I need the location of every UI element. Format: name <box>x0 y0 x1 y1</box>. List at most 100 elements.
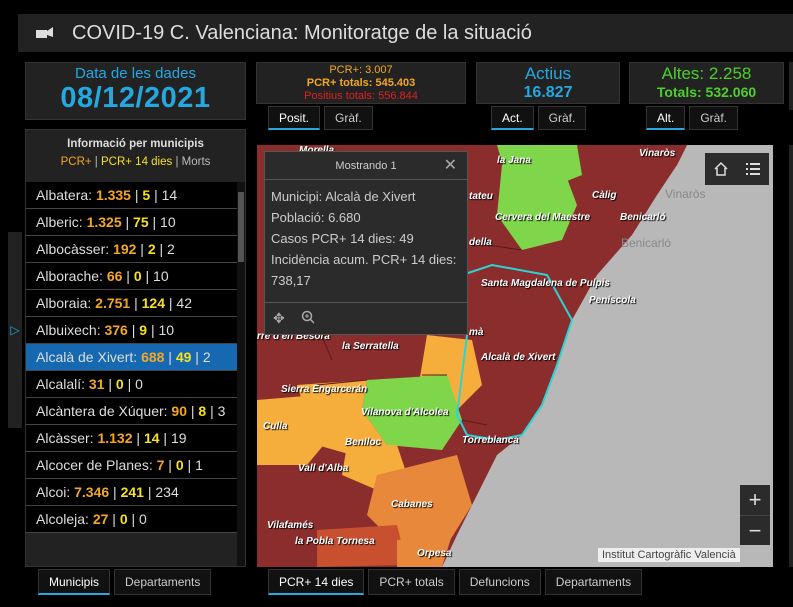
map-label-peniscola: Peníscola <box>589 295 636 306</box>
pcr-value: 2.751 <box>95 295 131 311</box>
tab-defuncions[interactable]: Defuncions <box>458 569 541 595</box>
pcr-14-value: 241 <box>120 484 144 500</box>
app-title: COVID-19 C. Valenciana: Monitoratge de l… <box>72 21 532 44</box>
list-item[interactable]: Alboraia: 2.751 | 124 | 42 <box>26 290 238 317</box>
municipality-list[interactable]: Albatera: 1.335 | 5 | 14 Alberic: 1.325 |… <box>26 182 238 533</box>
pcr-14-value: 0 <box>175 457 184 473</box>
deaths-value: 10 <box>160 214 176 230</box>
map-label-cervera: Cervera del Maestre <box>495 212 591 223</box>
tab-act[interactable]: Act. <box>491 106 534 130</box>
deaths-value: 14 <box>161 187 178 203</box>
map-label-sierra-engarceran: Sierra Engarcerán <box>281 384 368 395</box>
tab-departaments-left[interactable]: Departaments <box>114 569 212 595</box>
list-item[interactable]: Alcalà de Xivert: 688 | 49 | 2 <box>26 344 238 371</box>
popup-body: Municipi: Alcalà de Xivert Població: 6.6… <box>265 180 467 297</box>
pcr-14-value: 5 <box>142 187 151 203</box>
list-item[interactable]: Alcoi: 7.346 | 241 | 234 <box>26 479 238 506</box>
deaths-value: 234 <box>155 484 179 500</box>
municipality-name: Alcàntera de Xúquer: <box>36 403 168 419</box>
map-attribution: Institut Cartogràfic Valencià <box>598 548 740 562</box>
pcr-value: 27 <box>92 511 109 527</box>
tab-pcr-graf[interactable]: Gràf. <box>324 106 373 130</box>
pcr-14-value: 124 <box>141 295 165 311</box>
pcr-tabs: Posit. Gràf. <box>268 106 377 130</box>
municipality-name: Alborache: <box>36 268 103 284</box>
layer-list-button[interactable] <box>737 153 769 185</box>
tab-alt[interactable]: Alt. <box>646 106 686 130</box>
date-label: Data de les dades <box>75 65 196 82</box>
pcr-value: 7.346 <box>74 484 110 500</box>
scrollbar-thumb[interactable] <box>238 192 244 262</box>
map-label-serratella: la Serratella <box>342 341 399 352</box>
right-edge-panel <box>789 145 793 567</box>
popup-title: Mostrando 1 <box>335 160 397 172</box>
list-item[interactable]: Albatera: 1.335 | 5 | 14 <box>26 182 238 209</box>
tab-actius-graf[interactable]: Gràf. <box>537 106 587 130</box>
minus-icon: − <box>748 517 762 543</box>
list-item[interactable]: Albuixech: 376 | 9 | 10 <box>26 317 238 344</box>
map-label-alcala: Alcalà de Xivert <box>481 352 556 363</box>
close-icon[interactable]: ✕ <box>443 157 457 174</box>
home-button[interactable] <box>705 153 737 185</box>
zoom-in-button[interactable]: + <box>740 485 770 515</box>
deaths-value: 0 <box>135 376 143 392</box>
actius-panel: Actius 16.827 <box>476 62 620 104</box>
list-item[interactable]: Alcàntera de Xúquer: 90 | 8 | 3 <box>26 398 238 425</box>
map-label-partial-4: rre d'en Besora <box>257 331 330 342</box>
tab-departaments-map[interactable]: Departaments <box>544 569 643 595</box>
list-icon <box>746 163 760 175</box>
map-label-partial-2: della <box>469 237 492 248</box>
pcr-value: 1.335 <box>95 187 131 203</box>
tab-altes-graf[interactable]: Gràf. <box>689 106 739 130</box>
pcr-value: 90 <box>171 403 187 419</box>
pcr-14-value: 0 <box>119 511 128 527</box>
map-label-partial-1: tateu <box>469 191 493 202</box>
right-edge-panel <box>789 62 793 110</box>
municipality-name: Albuixech: <box>36 322 101 338</box>
map-label-culla: Culla <box>263 421 288 432</box>
deaths-value: 10 <box>153 268 169 284</box>
popup-header: Mostrando 1 ✕ <box>265 152 467 180</box>
list-item[interactable]: Alberic: 1.325 | 75 | 10 <box>26 209 238 236</box>
map-label-partial-3: mà <box>469 327 484 338</box>
list-item[interactable]: Alborache: 66 | 0 | 10 <box>26 263 238 290</box>
pcr-14-value: 2 <box>147 241 156 257</box>
pan-icon[interactable]: ✥ <box>273 310 285 326</box>
pcr-value: 66 <box>106 268 123 284</box>
list-item[interactable]: Alcàsser: 1.132 | 14 | 19 <box>26 425 238 452</box>
map-label-benicarlo: Benicarló <box>620 212 666 223</box>
list-item[interactable]: Alcalalí: 31 | 0 | 0 <box>26 371 238 398</box>
altes-label: Altes: 2.258 <box>661 64 752 83</box>
list-item[interactable]: Albocàsser: 192 | 2 | 2 <box>26 236 238 263</box>
pcr-14-value: 49 <box>175 349 192 365</box>
map-label-pobla-tornesa: la Pobla Tornesa <box>295 536 375 547</box>
zoom-out-button[interactable]: − <box>740 515 770 545</box>
municipality-panel: Informació per municipis PCR+ | PCR+ 14 … <box>25 129 246 567</box>
tab-pcr-totals[interactable]: PCR+ totals <box>368 569 455 595</box>
municipality-name: Alcoleja: <box>36 511 89 527</box>
map-basemap-label-vinaros: Vinaròs <box>665 187 706 201</box>
side-panel-toggle[interactable]: ▷ <box>8 232 22 428</box>
municipality-name: Albocàsser: <box>36 241 110 257</box>
list-scrollbar[interactable] <box>237 182 245 566</box>
feature-popup: Mostrando 1 ✕ Municipi: Alcalà de Xivert… <box>264 151 468 335</box>
list-item[interactable]: Alcocer de Planes: 7 | 0 | 1 <box>26 452 238 479</box>
list-item[interactable]: Alcoleja: 27 | 0 | 0 <box>26 506 238 533</box>
map-label-morella: Morella <box>299 145 334 156</box>
tab-posit[interactable]: Posit. <box>268 106 321 130</box>
date-value: 08/12/2021 <box>60 82 211 114</box>
magnifier-icon[interactable] <box>301 310 315 327</box>
tab-pcr-14[interactable]: PCR+ 14 dies <box>268 569 365 595</box>
municipality-header: Informació per municipis PCR+ | PCR+ 14 … <box>26 130 245 182</box>
map-label-la-jana: la Jana <box>497 155 531 166</box>
pcr-value: 192 <box>113 241 137 257</box>
map-label-vall-dalba: Vall d'Alba <box>298 463 349 474</box>
pcr-14-value: 14 <box>143 430 160 446</box>
municipality-name: Alcalalí: <box>36 376 86 392</box>
map-bottom-tabs: PCR+ 14 dies PCR+ totals Defuncions Depa… <box>268 569 646 595</box>
actius-value: 16.827 <box>523 84 573 101</box>
municipality-title: Informació per municipis <box>67 138 204 150</box>
date-panel: Data de les dades 08/12/2021 <box>25 62 246 120</box>
tab-municipis[interactable]: Municipis <box>38 569 111 595</box>
map-label-calig: Càlig <box>592 190 617 201</box>
